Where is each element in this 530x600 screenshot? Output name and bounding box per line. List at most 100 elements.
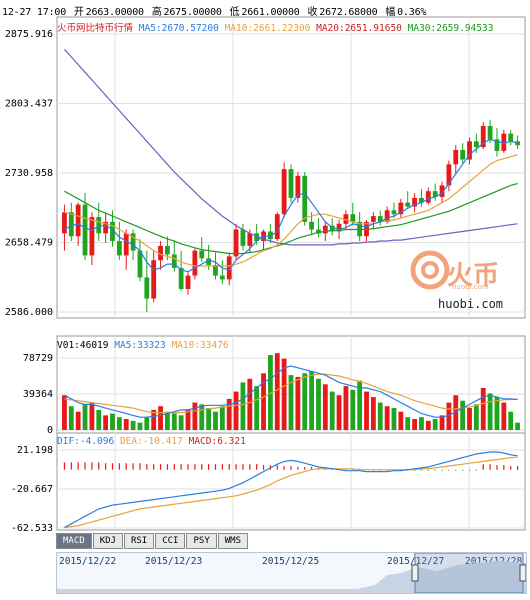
navigator-date-label: 2015/12/27 (387, 556, 444, 567)
volume-bar (96, 409, 102, 430)
volume-bar (357, 380, 363, 430)
ohlc-header: 12-27 17:00 开 2663.00000 高 2675.00000 低 266… (2, 3, 428, 18)
volume-bar (288, 375, 294, 430)
volume-bar (295, 376, 301, 430)
tab-cci[interactable]: CCI (155, 533, 186, 549)
volume-bar (185, 409, 191, 430)
navigator-date-label: 2015/12/25 (262, 556, 320, 567)
ma30-legend: MA30:2659.94533 (407, 23, 494, 34)
dea-line (64, 456, 518, 529)
header-close-value: 2672.68000 (319, 7, 378, 18)
candle-body (240, 229, 246, 246)
tab-macd[interactable]: MACD (56, 533, 92, 549)
volume-bar (247, 378, 253, 430)
volume-bar (515, 422, 520, 430)
candle-body (322, 225, 328, 234)
ma-legend: 火币网比特币行情 MA5:2670.57200 MA10:2661.22300 … (57, 20, 494, 34)
candle-body (487, 125, 493, 140)
volume-bar (501, 402, 507, 430)
navigator-handle[interactable] (411, 564, 419, 582)
header-low-value: 2661.00000 (241, 7, 300, 18)
candle-body (82, 204, 88, 256)
candle-body (137, 250, 143, 278)
candle-body (199, 250, 205, 259)
candle-body (329, 225, 335, 232)
tab-psy[interactable]: PSY (186, 533, 217, 549)
volume-bar (268, 355, 273, 430)
volume-bar (62, 395, 67, 430)
volume-ma10: MA10:33476 (171, 340, 229, 351)
tab-wms[interactable]: WMS (217, 533, 249, 549)
volume-bar (309, 371, 314, 430)
header-datetime: 12-27 17:00 (2, 7, 67, 18)
volume-bar (254, 386, 260, 430)
candle-body (178, 267, 184, 289)
header-high-value: 2675.00000 (163, 7, 222, 18)
volume-bar (494, 397, 500, 430)
header-change-value: 0.36% (397, 7, 427, 18)
candle-body (446, 164, 452, 186)
candle-body (343, 214, 349, 224)
candle-body (151, 260, 157, 299)
navigator-selection[interactable] (414, 553, 524, 593)
volume-bar (240, 382, 246, 430)
candle-body (75, 204, 81, 237)
volume-bar (219, 406, 225, 430)
volume-bar (446, 402, 452, 430)
candle-body (501, 133, 507, 151)
indicator-tabs: MACD KDJ RSI CCI PSY WMS (56, 533, 249, 549)
candle-body (467, 141, 472, 160)
candle-body (130, 233, 136, 251)
volume-ma5: MA5:33323 (114, 340, 166, 351)
volume-bar (110, 413, 115, 430)
candle-body (288, 169, 294, 198)
volume-bar (274, 353, 280, 430)
volume-bar (398, 411, 404, 430)
volume-bar (329, 391, 335, 430)
y-tick-label: 2730.958 (5, 168, 53, 179)
ma20-legend: MA20:2651.91650 (316, 23, 402, 34)
volume-bar (377, 402, 383, 430)
candle-body (439, 185, 445, 197)
macd-legend: DIF:-4.096 DEA:-10.417 MACD:6.321 (57, 436, 246, 448)
ma5-line (64, 138, 518, 273)
volume-bar (130, 420, 136, 430)
y-tick-label: -62.533 (11, 523, 53, 534)
candle-body (473, 141, 479, 148)
header-low-label: 低 (229, 7, 240, 18)
ma30-line (63, 48, 518, 246)
volume-bar (425, 420, 431, 430)
volume-bar (151, 409, 157, 430)
header-change-label: 幅 (385, 7, 396, 18)
volume-bar (336, 395, 342, 430)
volume-bar (206, 408, 212, 430)
ma20-line (64, 182, 518, 255)
candle-body (89, 217, 95, 256)
volume-bar (316, 378, 321, 430)
candle-body (62, 212, 67, 234)
volume-bar (192, 402, 198, 430)
volume-bar (439, 415, 445, 430)
navigator-handle[interactable] (519, 564, 526, 582)
volume-bar (144, 417, 150, 430)
macd-value: MACD:6.321 (188, 436, 246, 447)
volume-bar (391, 408, 397, 430)
tab-kdj[interactable]: KDJ (92, 533, 123, 549)
ma10-legend: MA10:2661.22300 (224, 23, 311, 34)
candle-body (144, 277, 150, 299)
candle-body (123, 233, 129, 256)
tab-rsi[interactable]: RSI (123, 533, 155, 549)
candle-body (419, 197, 424, 203)
volume-bar (384, 406, 390, 430)
volume-bar (508, 411, 514, 430)
volume-ma5-line (64, 365, 518, 418)
candle-body (116, 241, 122, 256)
volume-bar (171, 413, 177, 430)
candle-body (226, 256, 232, 280)
macd-dea: DEA:-10.417 (119, 436, 183, 447)
volume-bar (487, 393, 493, 430)
time-navigator[interactable]: 2015/12/22 2015/12/23 2015/12/25 2015/12/27… (56, 552, 527, 594)
volume-bar (419, 417, 424, 430)
y-tick-label: 2586.000 (5, 307, 53, 318)
candle-body (494, 139, 500, 151)
